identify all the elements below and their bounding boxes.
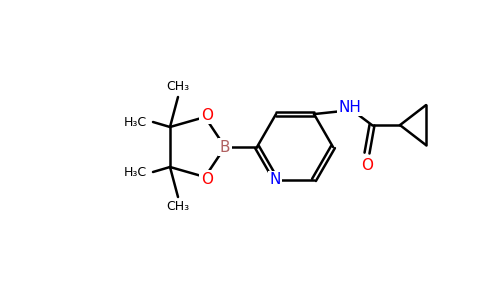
Text: O: O (201, 172, 213, 187)
Text: CH₃: CH₃ (166, 200, 190, 214)
Text: B: B (220, 140, 230, 154)
Text: N: N (269, 172, 281, 188)
Text: O: O (201, 107, 213, 122)
Text: NH: NH (339, 100, 362, 115)
Text: H₃C: H₃C (123, 116, 147, 128)
Text: O: O (361, 158, 373, 172)
Text: H₃C: H₃C (123, 166, 147, 178)
Text: CH₃: CH₃ (166, 80, 190, 94)
